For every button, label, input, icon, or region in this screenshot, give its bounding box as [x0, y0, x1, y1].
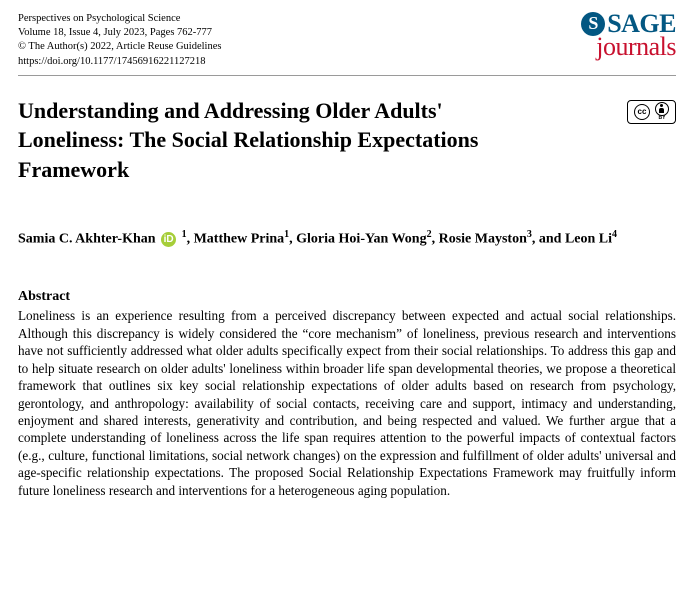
person-icon	[655, 102, 669, 116]
author-name[interactable]: Rosie Mayston	[439, 231, 527, 246]
article-meta: Perspectives on Psychological Science Vo…	[18, 12, 221, 69]
copyright-line: © The Author(s) 2022, Article Reuse Guid…	[18, 40, 221, 54]
separator: ,	[432, 231, 439, 246]
orcid-icon[interactable]: iD	[161, 232, 176, 247]
author-name[interactable]: Gloria Hoi-Yan Wong	[296, 231, 426, 246]
article-title: Understanding and Addressing Older Adult…	[18, 96, 538, 185]
author-name[interactable]: Leon Li	[565, 231, 612, 246]
cc-by-badge[interactable]: cc BY	[627, 100, 676, 124]
separator: , and	[532, 231, 565, 246]
abstract-heading: Abstract	[18, 289, 676, 305]
cc-icon: cc	[634, 104, 650, 120]
doi-link[interactable]: https://doi.org/10.1177/1745691622112721…	[18, 55, 221, 69]
header: Perspectives on Psychological Science Vo…	[18, 12, 676, 76]
author-list: Samia C. Akhter-Khan iD 1, Matthew Prina…	[18, 227, 676, 250]
journal-name: Perspectives on Psychological Science	[18, 12, 221, 26]
author-name[interactable]: Matthew Prina	[194, 231, 285, 246]
publisher-logo-bottom-text: journals	[581, 36, 676, 58]
issue-info: Volume 18, Issue 4, July 2023, Pages 762…	[18, 26, 221, 40]
affiliation-marker: 4	[612, 229, 617, 240]
publisher-logo: S SAGE journals	[581, 12, 676, 58]
separator: ,	[187, 231, 194, 246]
title-row: Understanding and Addressing Older Adult…	[18, 96, 676, 185]
by-text: BY	[659, 116, 666, 121]
author-name[interactable]: Samia C. Akhter-Khan	[18, 231, 156, 246]
abstract-body: Loneliness is an experience resulting fr…	[18, 307, 676, 499]
by-icon: BY	[655, 102, 669, 121]
